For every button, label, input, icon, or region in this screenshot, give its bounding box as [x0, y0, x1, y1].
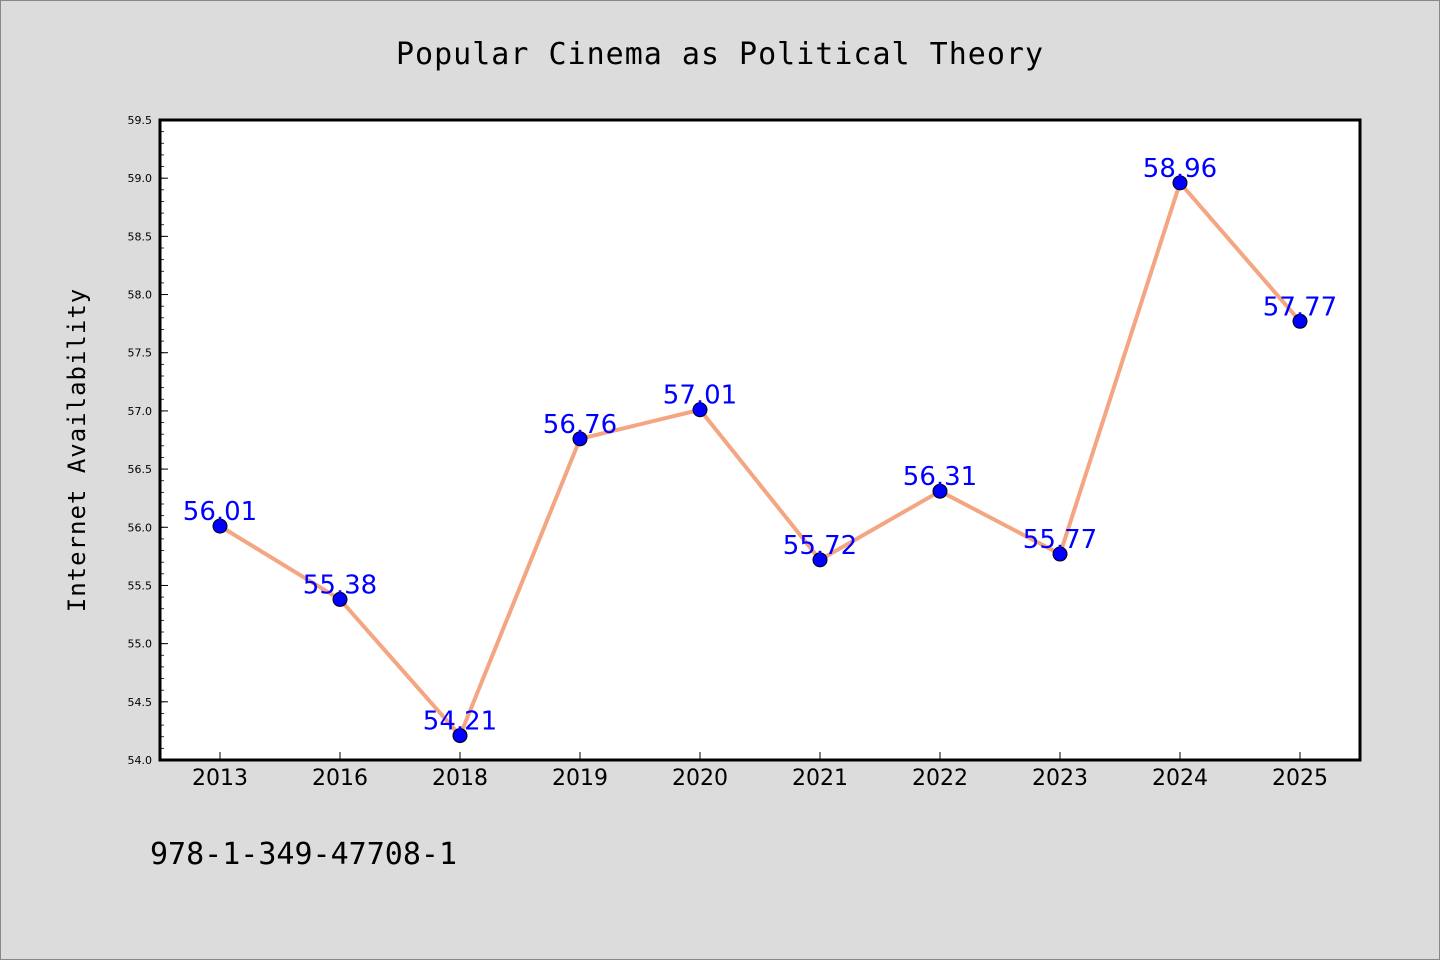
data-label: 55.72 — [783, 531, 857, 561]
data-label: 58.96 — [1143, 154, 1217, 184]
y-tick-label: 56.5 — [128, 463, 153, 476]
x-tick-label: 2018 — [432, 766, 488, 791]
data-point — [332, 591, 348, 607]
y-tick-label: 57.5 — [128, 347, 153, 360]
data-label: 57.01 — [663, 381, 737, 411]
x-axis-ticks: 2013 2016 2018 2019 2020 2021 2022 2023 2024 2025 — [192, 752, 1328, 791]
chart-title: Popular Cinema as Political Theory — [396, 37, 1044, 72]
data-label: 57.77 — [1263, 292, 1337, 322]
data-point — [452, 728, 468, 744]
data-point — [692, 402, 708, 418]
data-markers — [212, 175, 1308, 744]
y-tick-label: 54.5 — [128, 696, 153, 709]
data-point — [1172, 175, 1188, 191]
series-line — [218, 180, 1302, 738]
x-tick-label: 2013 — [192, 766, 248, 791]
y-tick-label: 58.0 — [128, 289, 153, 302]
x-tick-label: 2019 — [552, 766, 608, 791]
data-label: 55.38 — [303, 570, 377, 600]
data-point — [1292, 313, 1308, 329]
y-tick-label: 54.0 — [128, 754, 153, 767]
x-tick-label: 2024 — [1152, 766, 1208, 791]
y-tick-label: 55.5 — [128, 579, 153, 592]
y-tick-label: 56.0 — [128, 521, 153, 534]
data-point — [1052, 546, 1068, 562]
y-tick-label: 59.5 — [128, 114, 153, 127]
x-tick-label: 2016 — [312, 766, 368, 791]
x-tick-label: 2020 — [672, 766, 728, 791]
y-axis-ticks: 54.0 54.5 55.0 55.5 56.0 56.5 57.0 57.5 58.0 58.5… — [128, 114, 168, 767]
data-point — [212, 518, 228, 534]
x-tick-label: 2025 — [1272, 766, 1328, 791]
x-tick-label: 2021 — [792, 766, 848, 791]
y-tick-label: 55.0 — [128, 638, 153, 651]
y-tick-label: 59.0 — [128, 172, 153, 185]
data-label: 55.77 — [1023, 525, 1097, 555]
data-label: 56.01 — [183, 497, 257, 527]
data-point — [572, 431, 588, 447]
data-point — [812, 552, 828, 568]
x-tick-label: 2022 — [912, 766, 968, 791]
y-tick-label: 58.5 — [128, 230, 153, 243]
data-label: 56.76 — [543, 410, 617, 440]
y-axis-label: Internet Availability — [63, 288, 91, 612]
y-tick-label: 57.0 — [128, 405, 153, 418]
data-point — [932, 483, 948, 499]
data-label: 54.21 — [423, 707, 497, 737]
x-tick-label: 2023 — [1032, 766, 1088, 791]
series-line-group — [218, 180, 1302, 738]
data-labels: 56.01 55.38 54.21 56.76 57.01 55.72 56.31 55.77… — [183, 154, 1337, 737]
footer-isbn: 978-1-349-47708-1 — [150, 837, 457, 872]
plot-area — [158, 118, 1362, 762]
data-label: 56.31 — [903, 462, 977, 492]
